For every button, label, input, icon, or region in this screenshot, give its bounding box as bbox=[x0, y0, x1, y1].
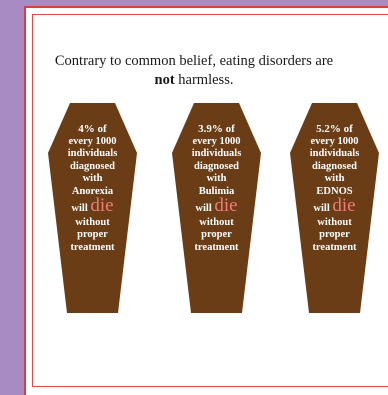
coffin-line: treatment bbox=[312, 241, 357, 253]
coffin-will: will bbox=[313, 203, 330, 214]
coffin-line: every 1000 bbox=[192, 135, 241, 147]
coffin-text: 3.9% of every 1000 individuals diagnosed… bbox=[172, 123, 261, 254]
coffin-shape-icon bbox=[172, 103, 261, 313]
headline-emphasis: not bbox=[154, 72, 175, 88]
coffin-line: diagnosed bbox=[312, 160, 357, 172]
coffin-line: diagnosed bbox=[194, 160, 239, 172]
coffin-shape-icon bbox=[290, 103, 379, 313]
coffin-line: individuals bbox=[309, 148, 360, 159]
coffin-line: without bbox=[199, 216, 234, 228]
coffin-line: individuals bbox=[67, 148, 118, 159]
coffin-anorexia: 4% of every 1000 individuals diagnosed w… bbox=[48, 103, 137, 313]
coffin-disorder: Anorexia bbox=[71, 185, 114, 197]
coffin-line: proper bbox=[319, 229, 350, 240]
headline-line-2: harmless. bbox=[174, 72, 234, 88]
inner-border bbox=[32, 14, 388, 387]
headline: Contrary to common belief, eating disord… bbox=[0, 52, 388, 90]
coffin-will-die: will die bbox=[172, 196, 261, 216]
coffin-disorder: Bulimia bbox=[198, 185, 235, 197]
coffin-line: proper bbox=[77, 229, 108, 240]
coffin-line: individuals bbox=[191, 148, 242, 159]
coffin-line: proper bbox=[201, 229, 232, 240]
coffin-percent: 3.9% of bbox=[198, 123, 235, 135]
coffin-die: die bbox=[332, 195, 356, 216]
headline-line-1: Contrary to common belief, eating disord… bbox=[54, 53, 334, 69]
coffin-disorder: EDNOS bbox=[316, 185, 353, 197]
coffin-bulimia: 3.9% of every 1000 individuals diagnosed… bbox=[172, 103, 261, 313]
coffin-line: with bbox=[324, 173, 345, 184]
coffin-line: every 1000 bbox=[310, 135, 359, 147]
coffin-will-die: will die bbox=[48, 196, 137, 216]
coffin-text: 4% of every 1000 individuals diagnosed w… bbox=[48, 123, 137, 254]
coffin-line: every 1000 bbox=[68, 135, 117, 147]
coffin-die: die bbox=[214, 195, 238, 216]
coffin-line: with bbox=[206, 173, 227, 184]
coffin-line: without bbox=[75, 216, 110, 228]
coffin-die: die bbox=[90, 195, 114, 216]
coffin-percent: 5.2% of bbox=[316, 123, 353, 135]
coffin-text: 5.2% of every 1000 individuals diagnosed… bbox=[290, 123, 379, 254]
coffin-line: without bbox=[317, 216, 352, 228]
coffin-will-die: will die bbox=[290, 196, 379, 216]
coffin-will: will bbox=[71, 203, 88, 214]
coffin-line: with bbox=[82, 173, 103, 184]
coffin-line: treatment bbox=[194, 241, 239, 253]
coffin-percent: 4% of bbox=[78, 123, 107, 135]
coffin-shape-icon bbox=[48, 103, 137, 313]
coffin-line: diagnosed bbox=[70, 160, 115, 172]
coffin-line: treatment bbox=[70, 241, 115, 253]
coffin-will: will bbox=[195, 203, 212, 214]
coffin-ednos: 5.2% of every 1000 individuals diagnosed… bbox=[290, 103, 379, 313]
